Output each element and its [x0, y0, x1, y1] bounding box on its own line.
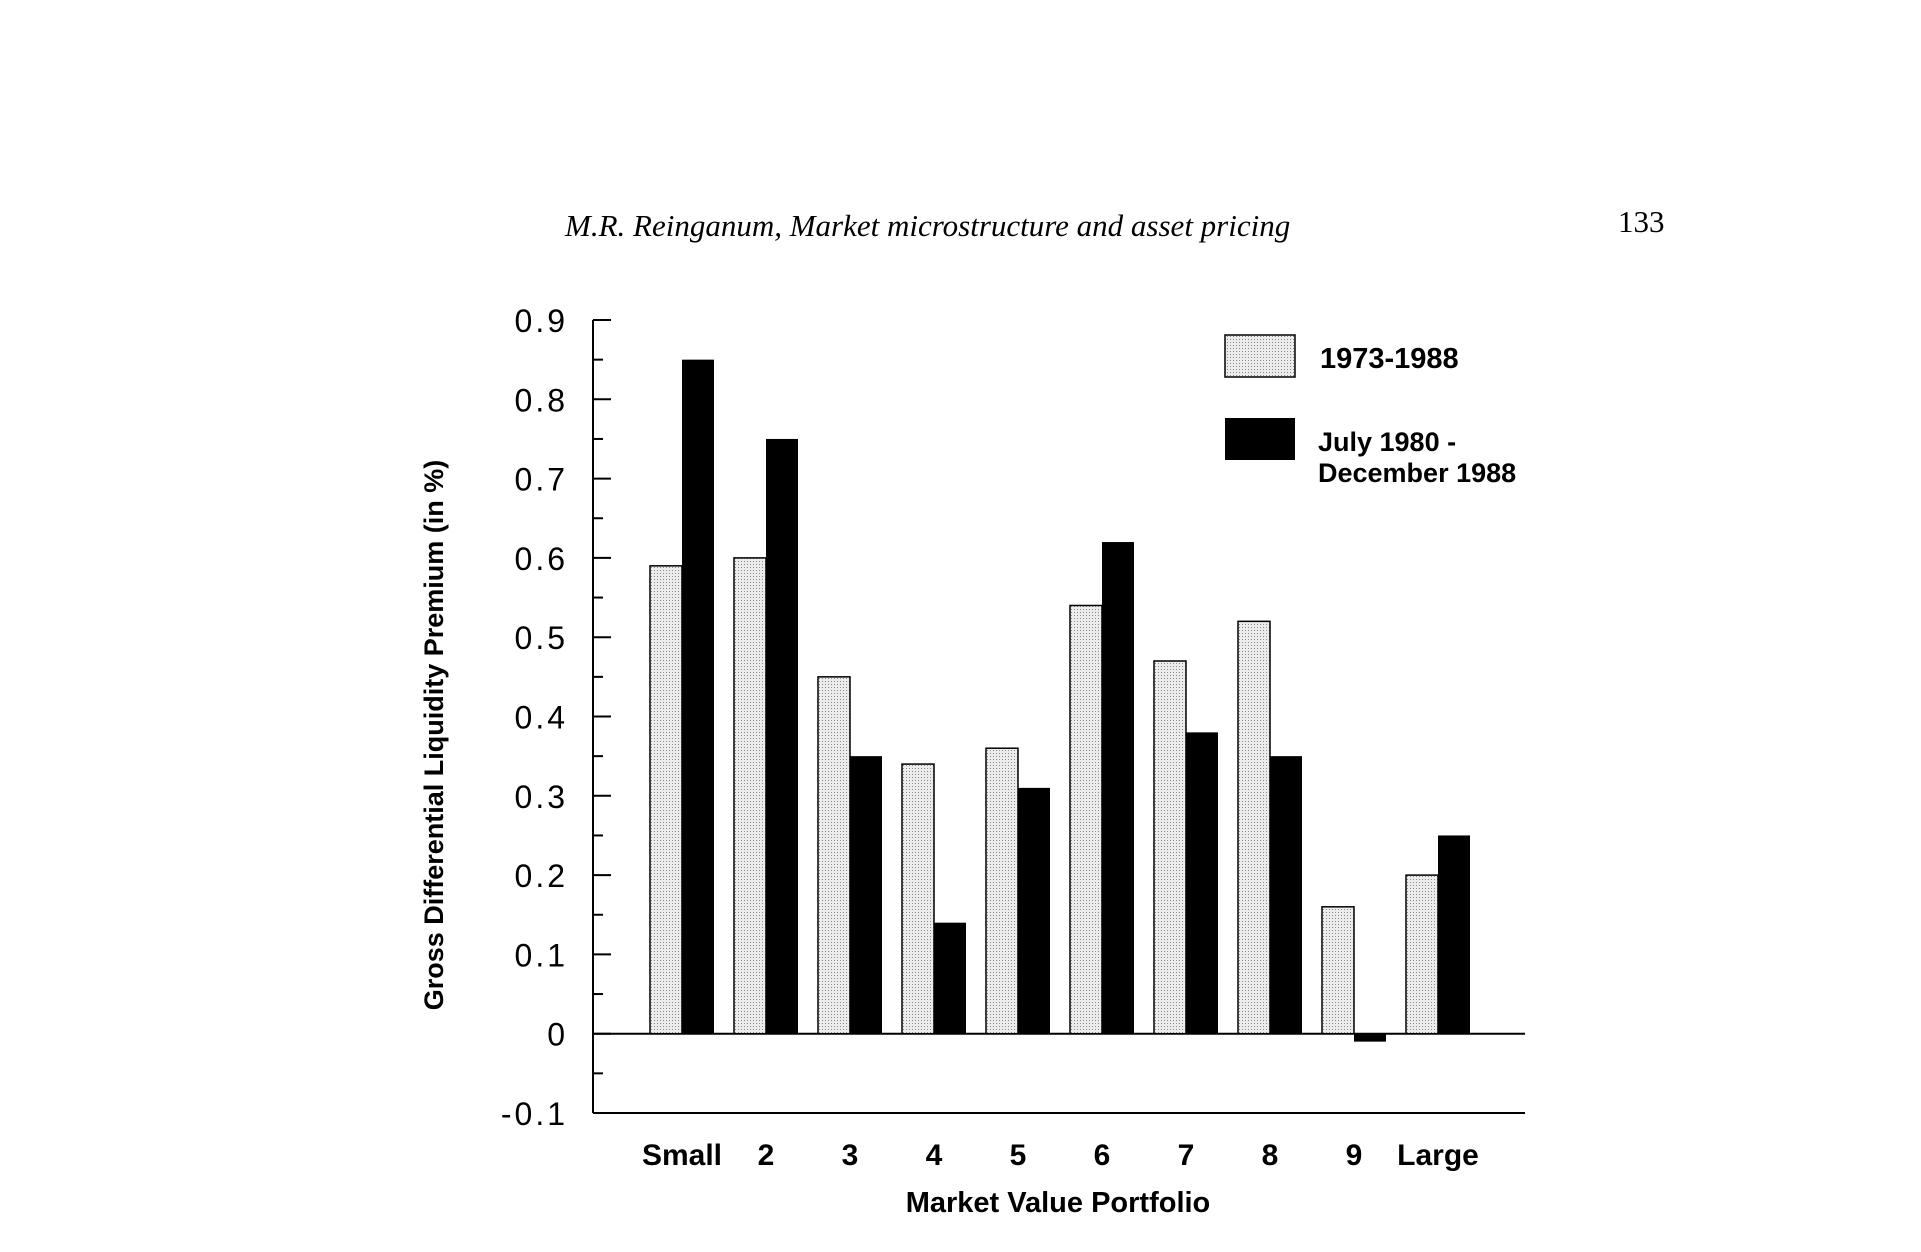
- x-tick-label: 8: [1262, 1139, 1279, 1172]
- y-tick-label: 0.5: [515, 620, 568, 656]
- bar-1973-1988: [733, 557, 767, 1035]
- y-tick-label: 0.8: [515, 382, 568, 418]
- x-tick-label: 9: [1346, 1139, 1363, 1172]
- y-tick-label: 0.2: [515, 858, 568, 894]
- x-tick-label: 2: [758, 1139, 775, 1172]
- bar-july1980-dec1988: [1186, 732, 1218, 1034]
- x-tick-label: 7: [1178, 1139, 1195, 1172]
- bar-july1980-dec1988: [1270, 756, 1302, 1034]
- running-title: M.R. Reinganum, Market microstructure an…: [565, 208, 1291, 243]
- page-header: M.R. Reinganum, Market microstructure an…: [0, 196, 1921, 256]
- y-tick-label: 0.7: [515, 462, 568, 498]
- x-tick-label: 4: [926, 1139, 943, 1172]
- legend-swatch-july1980-dec1988: [1225, 418, 1295, 460]
- y-tick-label: 0.3: [515, 779, 568, 815]
- page-number: 133: [1618, 204, 1665, 239]
- bar-july1980-dec1988: [1438, 835, 1470, 1034]
- legend-swatch-1973-1988: [1224, 334, 1296, 378]
- bar-1973-1988: [1069, 604, 1103, 1035]
- bar-1973-1988: [901, 763, 935, 1035]
- bar-july1980-dec1988: [682, 359, 714, 1034]
- bar-july1980-dec1988: [934, 922, 966, 1034]
- x-tick-label: 5: [1010, 1139, 1027, 1172]
- bar-july1980-dec1988: [766, 438, 798, 1034]
- y-tick-label: 0.9: [515, 303, 568, 339]
- bar-1973-1988: [1237, 620, 1271, 1035]
- y-tick-label: -0.1: [501, 1096, 568, 1132]
- bar-july1980-dec1988: [1018, 787, 1050, 1034]
- bar-1973-1988: [1321, 906, 1355, 1035]
- y-tick-label: 0.4: [515, 700, 568, 736]
- x-tick-label: Large: [1397, 1139, 1479, 1172]
- legend-label-july1980-line2: December 1988: [1318, 458, 1516, 488]
- legend-label-1973-1988: 1973-1988: [1320, 343, 1459, 375]
- bar-1973-1988: [649, 565, 683, 1035]
- bar-1973-1988: [985, 747, 1019, 1035]
- bar-1973-1988: [1405, 874, 1439, 1035]
- y-tick-label: 0.6: [515, 541, 568, 577]
- y-axis-title: Gross Differential Liquidity Premium (in…: [419, 460, 449, 1011]
- bar-july1980-dec1988: [850, 756, 882, 1034]
- x-axis-title: Market Value Portfolio: [906, 1187, 1211, 1219]
- x-tick-label: Small: [642, 1139, 722, 1172]
- y-tick-label: 0: [547, 1017, 568, 1053]
- x-tick-label: 3: [842, 1139, 859, 1172]
- x-tick-label: 6: [1094, 1139, 1111, 1172]
- y-tick-label: 0.1: [515, 937, 568, 973]
- bar-july1980-dec1988: [1102, 542, 1134, 1034]
- legend-label-july1980-line1: July 1980 -: [1318, 427, 1456, 457]
- bar-july1980-dec1988: [1354, 1033, 1386, 1042]
- bar-1973-1988: [1153, 660, 1187, 1035]
- bar-1973-1988: [817, 676, 851, 1035]
